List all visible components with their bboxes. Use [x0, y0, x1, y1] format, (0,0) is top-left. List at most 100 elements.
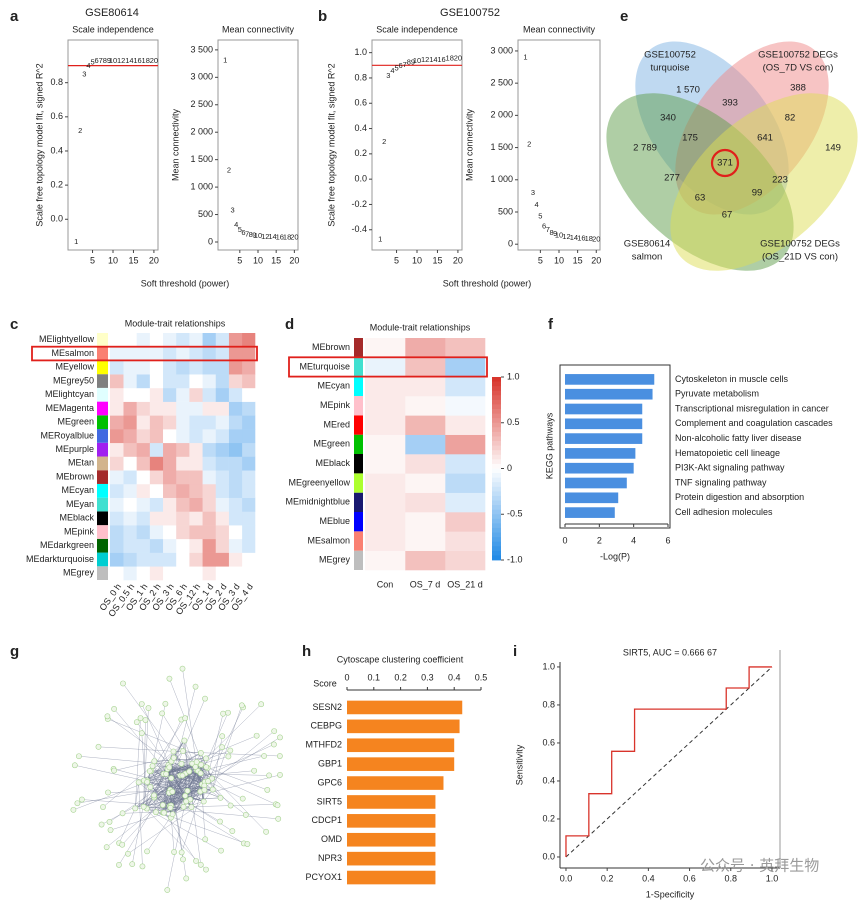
- venn-count: 371: [717, 158, 733, 169]
- row-label: MEbrown: [312, 342, 350, 352]
- point-label: 1: [378, 234, 382, 243]
- y-tick-label: 0.2: [542, 813, 555, 823]
- colorbar-step: [492, 532, 501, 538]
- row-label: MEpink: [64, 526, 95, 536]
- network-node: [180, 803, 187, 810]
- colorbar-step: [492, 514, 501, 520]
- heat-cell: [215, 415, 229, 430]
- network-edge: [191, 791, 201, 808]
- point-label: 7: [245, 229, 249, 238]
- heat-cell: [445, 492, 486, 513]
- network-node: [266, 772, 272, 779]
- heat-cell: [189, 415, 203, 430]
- row-label: MEcyan: [61, 485, 94, 495]
- heat-cell: [136, 511, 150, 526]
- x-axis-label: 1-Specificity: [646, 889, 695, 899]
- network-node: [95, 743, 102, 750]
- bar: [347, 832, 436, 847]
- heat-cell: [228, 483, 243, 498]
- panel-header: GSE80614: [85, 7, 139, 19]
- highlight-box: [31, 345, 258, 362]
- row-label: MEgrey: [63, 568, 95, 578]
- network-edge: [167, 752, 201, 770]
- heat-cell: [162, 374, 177, 389]
- heat-cell: [189, 470, 203, 485]
- network-node: [270, 741, 277, 748]
- y-tick-label: 2 000: [190, 127, 213, 137]
- module-color: [354, 376, 363, 396]
- heat-cell: [215, 387, 229, 402]
- heat-cell: [215, 456, 229, 471]
- point-label: 7: [403, 60, 407, 69]
- network-node: [104, 713, 111, 720]
- heat-cell: [175, 525, 190, 540]
- network-edge: [185, 773, 188, 791]
- chart-title: Module-trait relationships: [370, 322, 471, 332]
- network-node: [183, 798, 190, 805]
- module-color: [97, 552, 108, 567]
- heat-cell: [136, 497, 150, 512]
- module-color: [97, 566, 108, 580]
- point-label: 14: [429, 55, 437, 64]
- network-node: [277, 772, 283, 778]
- y-tick-label: 0: [208, 236, 213, 246]
- heat-cell: [110, 483, 124, 498]
- chart-title: Scale independence: [376, 24, 458, 34]
- heat-cell: [241, 525, 256, 540]
- module-color: [97, 374, 108, 388]
- network-node: [119, 841, 126, 848]
- network-edge: [169, 767, 197, 771]
- bar: [347, 700, 463, 715]
- heat-cell: [215, 483, 229, 498]
- colorbar-tick-label: -1.0: [507, 554, 523, 564]
- row-label: MElightcyan: [45, 389, 94, 399]
- heat-cell: [215, 360, 229, 375]
- network-node: [144, 779, 151, 785]
- panel-letter: d: [285, 316, 294, 333]
- y-tick-label: 0.6: [542, 737, 555, 747]
- category-label: PCYOX1: [305, 872, 342, 882]
- heat-cell: [241, 387, 256, 402]
- network-node: [227, 747, 234, 754]
- venn-set-label: GSE100752 DEGs: [760, 239, 840, 250]
- point-label: 3: [386, 71, 390, 80]
- network-edge: [147, 781, 205, 791]
- network-edge: [135, 744, 274, 809]
- heat-cell: [189, 497, 203, 512]
- heat-cell: [136, 456, 150, 471]
- bar: [565, 433, 643, 444]
- heat-cell: [405, 473, 446, 493]
- network-node: [171, 849, 177, 855]
- colorbar-step: [492, 418, 501, 424]
- network-node: [219, 733, 226, 740]
- heat-cell: [365, 357, 406, 377]
- network-node: [261, 753, 267, 759]
- heat-cell: [149, 429, 164, 444]
- column-label: OS_21 d: [447, 579, 483, 589]
- point-label: 5: [538, 212, 542, 221]
- heat-cell: [175, 374, 190, 389]
- network-node: [163, 771, 169, 777]
- venn-count: 67: [722, 210, 733, 221]
- colorbar-step: [492, 509, 501, 515]
- heat-cell: [189, 429, 203, 444]
- heat-cell: [162, 511, 177, 526]
- x-tick-label: 0.0: [560, 873, 573, 883]
- heat-cell: [123, 346, 137, 361]
- point-label: 20: [454, 53, 462, 62]
- heat-cell: [228, 456, 243, 471]
- heat-cell: [365, 512, 406, 532]
- category-label: Protein digestion and absorption: [675, 492, 804, 502]
- y-axis-label: Scale free topology model fit, signed R^…: [326, 63, 336, 226]
- network-node: [277, 753, 283, 759]
- venn-set-label: GSE100752: [644, 50, 696, 61]
- heat-cell: [365, 454, 406, 474]
- point-label: 1: [74, 237, 78, 246]
- network-node: [98, 821, 105, 828]
- heat-cell: [241, 497, 256, 512]
- heat-cell: [228, 442, 243, 457]
- heat-cell: [445, 376, 486, 397]
- network-node: [186, 768, 193, 775]
- category-label: MTHFD2: [306, 740, 343, 750]
- network-node: [180, 748, 186, 754]
